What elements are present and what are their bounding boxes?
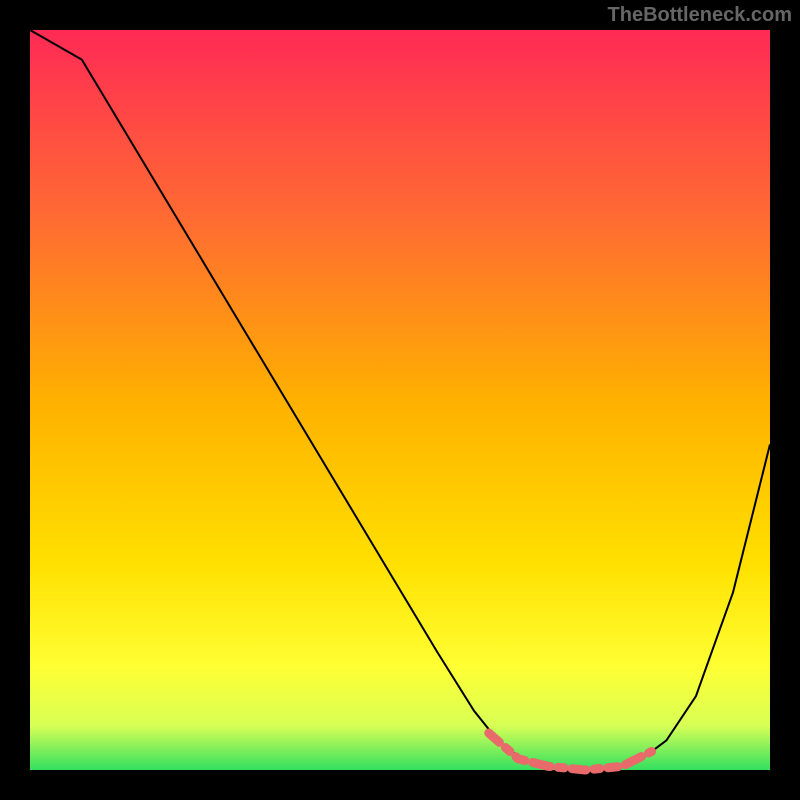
watermark-text: TheBottleneck.com [608,4,792,27]
curve-layer [30,30,770,770]
min-highlight-segment [489,733,652,770]
bottleneck-chart [30,30,770,770]
bottleneck-curve [30,30,770,770]
